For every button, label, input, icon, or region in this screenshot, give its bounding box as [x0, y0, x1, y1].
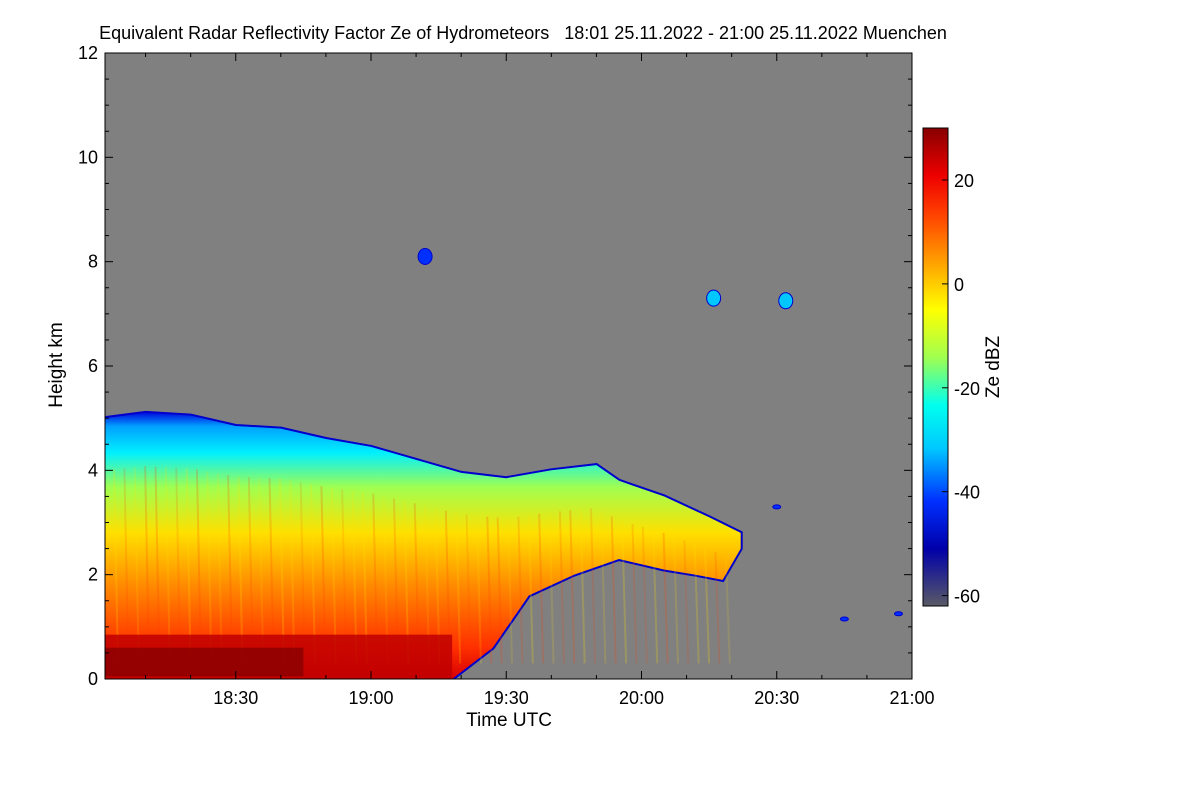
isolated-echo: [839, 616, 849, 622]
fall-streak: [683, 540, 690, 664]
chart-title: Equivalent Radar Reflectivity Factor Ze …: [99, 23, 947, 43]
fall-streak: [548, 512, 555, 664]
y-tick-label: 6: [88, 356, 98, 376]
colorbar-tick-label: 20: [954, 171, 974, 191]
fall-streak: [455, 512, 462, 664]
y-tick-label: 12: [78, 43, 98, 63]
fall-streak: [724, 556, 731, 664]
fall-streak: [258, 477, 265, 664]
y-axis-label: Height km: [46, 322, 67, 408]
fall-streak: [113, 469, 120, 664]
isolated-echo: [706, 289, 722, 307]
fall-streak: [144, 466, 151, 664]
fall-streak: [185, 468, 192, 664]
fall-streak: [486, 516, 493, 664]
fall-streak: [310, 484, 317, 664]
isolated-echo: [417, 247, 433, 265]
colorbar-tick-label: -40: [954, 483, 980, 503]
fall-streak: [133, 467, 140, 664]
fall-streak: [621, 521, 628, 664]
x-tick-label: 21:00: [889, 688, 934, 708]
y-tick-label: 2: [88, 565, 98, 585]
x-tick-label: 19:00: [348, 688, 393, 708]
fall-streak: [123, 468, 130, 664]
fall-streak: [475, 515, 482, 664]
fall-streak: [693, 544, 700, 664]
x-tick-label: 20:30: [754, 688, 799, 708]
fall-streak: [237, 476, 244, 664]
fall-streak: [704, 548, 711, 664]
fall-streak: [610, 516, 617, 664]
y-tick-label: 4: [88, 460, 98, 480]
fall-streak: [579, 509, 586, 664]
fall-streak: [652, 529, 659, 664]
isolated-echo: [772, 504, 782, 510]
fall-streak: [590, 508, 597, 664]
colorbar-label: Ze dBZ: [983, 335, 1004, 398]
fall-streak: [289, 480, 296, 664]
x-axis-label: Time UTC: [466, 710, 552, 731]
isolated-echo: [778, 292, 794, 310]
y-axis: 0 2 4 6 8 10 12: [78, 43, 912, 689]
fall-streak: [299, 482, 306, 664]
y-tick-label: 0: [88, 669, 98, 689]
fall-streak: [164, 467, 171, 664]
colorbar-tick-label: 0: [954, 275, 964, 295]
fall-streak: [538, 513, 545, 664]
fall-streak: [268, 478, 275, 664]
fall-streak: [465, 514, 472, 664]
fall-streak: [247, 477, 254, 664]
fall-streak: [569, 510, 576, 664]
fall-streak: [175, 467, 182, 664]
fall-streak: [216, 473, 223, 664]
x-tick-label: 19:30: [484, 688, 529, 708]
fall-streak: [558, 511, 565, 664]
colorbar-tick-label: -20: [954, 379, 980, 399]
fall-streak: [631, 524, 638, 664]
fall-streak: [527, 515, 534, 664]
fall-streak: [507, 518, 514, 664]
fall-streak: [154, 466, 161, 664]
x-tick-label: 18:30: [213, 688, 258, 708]
fall-streak: [330, 487, 337, 664]
echo-layer: [105, 247, 903, 679]
fall-streak: [600, 510, 607, 664]
colorbar: [922, 127, 949, 607]
isolated-echo: [893, 611, 903, 617]
fall-streak: [206, 471, 213, 664]
fall-streak: [341, 489, 348, 664]
fall-streak: [517, 516, 524, 664]
clutter-band-core: [105, 647, 304, 677]
fall-streak: [351, 490, 358, 664]
fall-streak: [278, 478, 285, 664]
colorbar-ticks: 20 0 -20 -40 -60: [942, 171, 980, 607]
y-tick-label: 10: [78, 147, 98, 167]
fall-streak: [195, 469, 202, 664]
fall-streak: [227, 475, 234, 664]
fall-streak: [320, 486, 327, 664]
fall-streak: [714, 552, 721, 664]
fall-streak: [496, 517, 503, 664]
fall-streak: [672, 536, 679, 664]
fall-streak: [662, 532, 669, 664]
y-tick-label: 8: [88, 252, 98, 272]
colorbar-tick-label: -60: [954, 587, 980, 607]
x-axis: 18:30 19:00 19:30 20:00 20:30 21:00: [145, 53, 935, 708]
fall-streak: [641, 527, 648, 664]
echo-body: [105, 412, 741, 679]
x-tick-label: 20:00: [619, 688, 664, 708]
